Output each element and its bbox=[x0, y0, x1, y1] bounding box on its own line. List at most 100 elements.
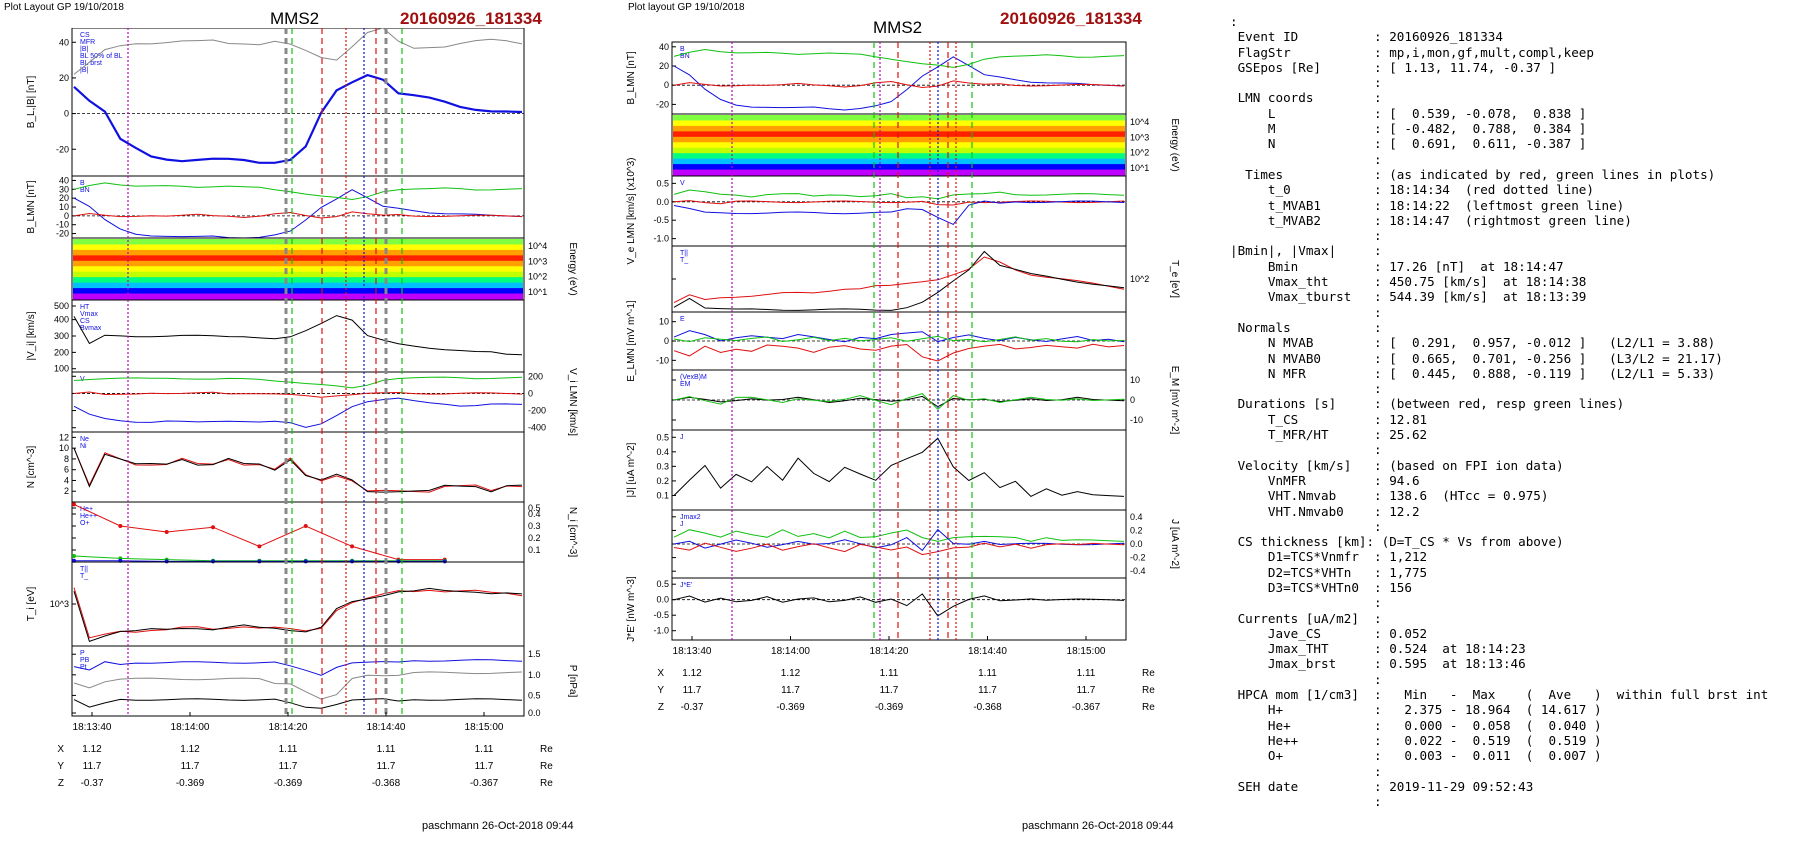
spectrogram-band bbox=[673, 158, 1125, 165]
spectrogram-band bbox=[673, 120, 1125, 127]
tick-label: 0 bbox=[1130, 395, 1135, 405]
data-point bbox=[442, 559, 447, 564]
tick-label: -1.0 bbox=[653, 626, 669, 636]
position-value: 1.12 bbox=[682, 668, 702, 679]
panel-frame bbox=[671, 577, 1127, 641]
legend-entry: B bbox=[680, 46, 685, 53]
data-point bbox=[257, 559, 262, 564]
series-line bbox=[73, 397, 523, 428]
series-line bbox=[673, 395, 1125, 408]
data-point bbox=[303, 524, 308, 528]
info-line: t_0 : 18:14:34 (red dotted line) bbox=[1230, 182, 1594, 198]
spectrogram-band bbox=[673, 115, 1125, 121]
position-value: 11.7 bbox=[475, 761, 494, 772]
legend-entry: |B| bbox=[80, 46, 88, 53]
tick-label: 10^1 bbox=[528, 287, 547, 297]
spectrogram-band bbox=[73, 239, 523, 245]
panel-ylabel: J [uA m^-2] bbox=[1169, 519, 1180, 569]
info-line: : bbox=[1230, 595, 1382, 611]
info-line: D1=TCS*Vnmfr : 1,212 bbox=[1230, 549, 1428, 565]
position-row-label: Z bbox=[658, 702, 664, 713]
info-line: He++ : 0.022 - 0.519 ( 0.519 ) bbox=[1230, 732, 1602, 748]
series-line bbox=[673, 56, 1125, 111]
chart-panel: N_i [cm^-3] 0.50.4 0.3 0.2 0.1 He+He++O+ bbox=[71, 501, 578, 564]
legend-entry: Vmax bbox=[80, 311, 98, 318]
legend-entry: T|| bbox=[680, 250, 688, 257]
position-unit: Re bbox=[540, 744, 553, 755]
tick-label: 0 bbox=[664, 80, 669, 90]
tick-label: 10^4 bbox=[1130, 117, 1149, 127]
legend-entry: E bbox=[680, 316, 685, 323]
tick-label: 0.5 bbox=[528, 503, 541, 513]
info-line: Vmax_tburst : 544.39 [km/s] at 18:13:39 bbox=[1230, 289, 1587, 305]
panel-frame bbox=[671, 429, 1127, 511]
info-line: N : [ 0.691, 0.611, -0.387 ] bbox=[1230, 136, 1587, 152]
time-tick-label: 18:14:40 bbox=[968, 646, 1007, 657]
data-point bbox=[257, 544, 262, 549]
position-unit: Re bbox=[1142, 685, 1155, 696]
tick-label: 0.3 bbox=[528, 521, 541, 531]
info-line: VHT.Nmvab : 138.6 (HTcc = 0.975) bbox=[1230, 488, 1549, 504]
info-line: Jmax_THT : 0.524 at 18:14:23 bbox=[1230, 641, 1526, 657]
tick-label: 10 bbox=[659, 317, 669, 327]
chart-panel: Energy (eV) 10^4 10^3 10^2 10^1 bbox=[71, 237, 578, 301]
legend-entry: P bbox=[80, 650, 85, 657]
legend-entry: BN bbox=[80, 187, 90, 194]
tick-label: 0.1 bbox=[528, 545, 541, 555]
tick-label: 0 bbox=[664, 336, 669, 346]
position-unit: Re bbox=[1142, 702, 1155, 713]
tick-label: -20 bbox=[656, 99, 669, 109]
mid-plot-stamp: Plot layout GP 19/10/2018 bbox=[628, 2, 745, 13]
series-line bbox=[73, 315, 523, 356]
info-line: CS thickness [km]: (D=T_CS * Vs from abo… bbox=[1230, 534, 1564, 550]
position-row-label: Y bbox=[657, 685, 664, 696]
mid-multipanel-chart: B_LMN [nT] 40 20 0 -20 BBN Energy (eV) 10^4 10^3… bbox=[626, 41, 1180, 713]
panel-frame bbox=[71, 645, 525, 717]
legend-entry: HT bbox=[80, 304, 90, 311]
tick-label: 200 bbox=[54, 347, 69, 357]
chart-panel: B_LMN [nT] 40 20 0 -20 BBN bbox=[626, 41, 1127, 115]
tick-label: 20 bbox=[659, 61, 669, 71]
info-line: VnMFR : 94.6 bbox=[1230, 472, 1420, 488]
panel-frame bbox=[671, 175, 1127, 247]
left-spacecraft-title: MMS2 bbox=[270, 9, 320, 28]
position-value: 11.7 bbox=[1077, 685, 1096, 696]
data-point bbox=[211, 525, 216, 530]
legend-entry: |B| bbox=[80, 67, 88, 74]
legend-entry: O+ bbox=[80, 520, 90, 527]
tick-label: 0.1 bbox=[656, 490, 669, 500]
panel-ylabel: T_e [eV] bbox=[1169, 260, 1180, 298]
legend-entry: J bbox=[680, 521, 684, 528]
tick-label: 0.4 bbox=[656, 447, 669, 457]
position-value: 11.7 bbox=[181, 761, 200, 772]
data-point bbox=[164, 559, 169, 564]
info-line: D2=TCS*VHTn : 1,775 bbox=[1230, 564, 1428, 580]
spectrogram-band bbox=[673, 125, 1125, 132]
position-row-label: Y bbox=[57, 761, 64, 772]
info-line: Velocity [km/s] : (based on FPI ion data… bbox=[1230, 457, 1564, 473]
panel-ylabel: E_LMN [mV m^-1] bbox=[626, 300, 637, 382]
tick-label: 20 bbox=[59, 73, 69, 83]
tick-label: -20 bbox=[56, 144, 69, 154]
info-line: Times : (as indicated by red, green line… bbox=[1230, 166, 1716, 182]
position-value: 1.12 bbox=[180, 744, 200, 755]
legend-entry: BL brst bbox=[80, 60, 102, 67]
data-point bbox=[72, 502, 76, 507]
spectrogram-band bbox=[73, 293, 523, 300]
panel-frame bbox=[71, 501, 525, 563]
panel-ylabel: N [cm^-3] bbox=[26, 446, 37, 489]
series-line bbox=[73, 182, 523, 201]
legend-entry: He+ bbox=[80, 506, 93, 513]
series-line bbox=[73, 391, 523, 398]
legend-entry: EM bbox=[680, 381, 691, 388]
info-line: SEH date : 2019-11-29 09:52:43 bbox=[1230, 778, 1534, 794]
tick-label: 2 bbox=[64, 486, 69, 496]
info-line: Currents [uA/m2] : bbox=[1230, 610, 1382, 626]
time-tick-label: 18:14:00 bbox=[171, 722, 210, 733]
tick-label: 10 bbox=[59, 202, 69, 212]
tick-label: 100 bbox=[54, 364, 69, 374]
info-line: t_MVAB1 : 18:14:22 (leftmost green line) bbox=[1230, 197, 1625, 213]
info-line: Jave_CS : 0.052 bbox=[1230, 625, 1428, 641]
time-tick-label: 18:13:40 bbox=[673, 646, 712, 657]
